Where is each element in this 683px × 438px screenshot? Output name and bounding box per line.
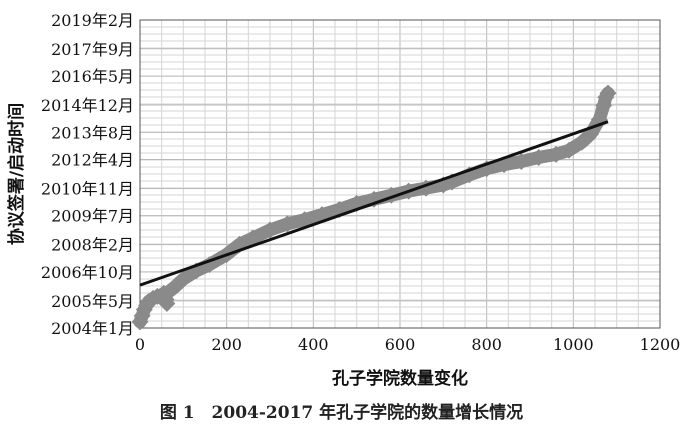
plot-frame [139, 19, 661, 329]
y-axis-label: 协议签署/启动时间 [6, 103, 27, 245]
scatter-chart: 2004年1月 2005年5月 2006年10月 2008年2月 2009年7月 2010… [6, 11, 680, 389]
y-tick-label: 2006年10月 [41, 263, 134, 282]
x-tick-label: 800 [471, 335, 502, 354]
y-tick-label: 2004年1月 [51, 319, 134, 338]
y-tick-label: 2005年5月 [51, 292, 134, 311]
trend-line [139, 120, 609, 287]
figure-caption: 图 1 2004-2017 年孔子学院的数量增长情况 [159, 403, 524, 423]
y-tick-label: 2013年8月 [51, 123, 134, 142]
y-tick-label: 2019年2月 [51, 11, 134, 30]
x-tick-label: 0 [135, 335, 145, 354]
x-tick-label: 600 [385, 335, 416, 354]
x-tick-label: 1200 [640, 335, 681, 354]
trend-lines [139, 120, 609, 287]
y-tick-label: 2012年4月 [51, 150, 134, 169]
x-tick-label: 200 [211, 335, 242, 354]
y-tick-label: 2014年12月 [41, 96, 134, 115]
x-tick-label: 1000 [553, 335, 594, 354]
y-tick-label: 2010年11月 [41, 180, 134, 199]
y-tick-labels: 2004年1月 2005年5月 2006年10月 2008年2月 2009年7月 2010… [41, 11, 134, 338]
y-tick-label: 2008年2月 [51, 236, 134, 255]
y-tick-label: 2009年7月 [51, 207, 134, 226]
x-axis-label: 孔子学院数量变化 [332, 368, 468, 389]
y-tick-label: 2017年9月 [51, 40, 134, 59]
point-band [133, 86, 615, 329]
y-tick-label: 2016年5月 [51, 67, 134, 86]
x-tick-label: 400 [298, 335, 329, 354]
x-tick-labels: 0 200 400 600 800 1000 1200 [135, 335, 680, 354]
grid-lines [139, 19, 661, 329]
